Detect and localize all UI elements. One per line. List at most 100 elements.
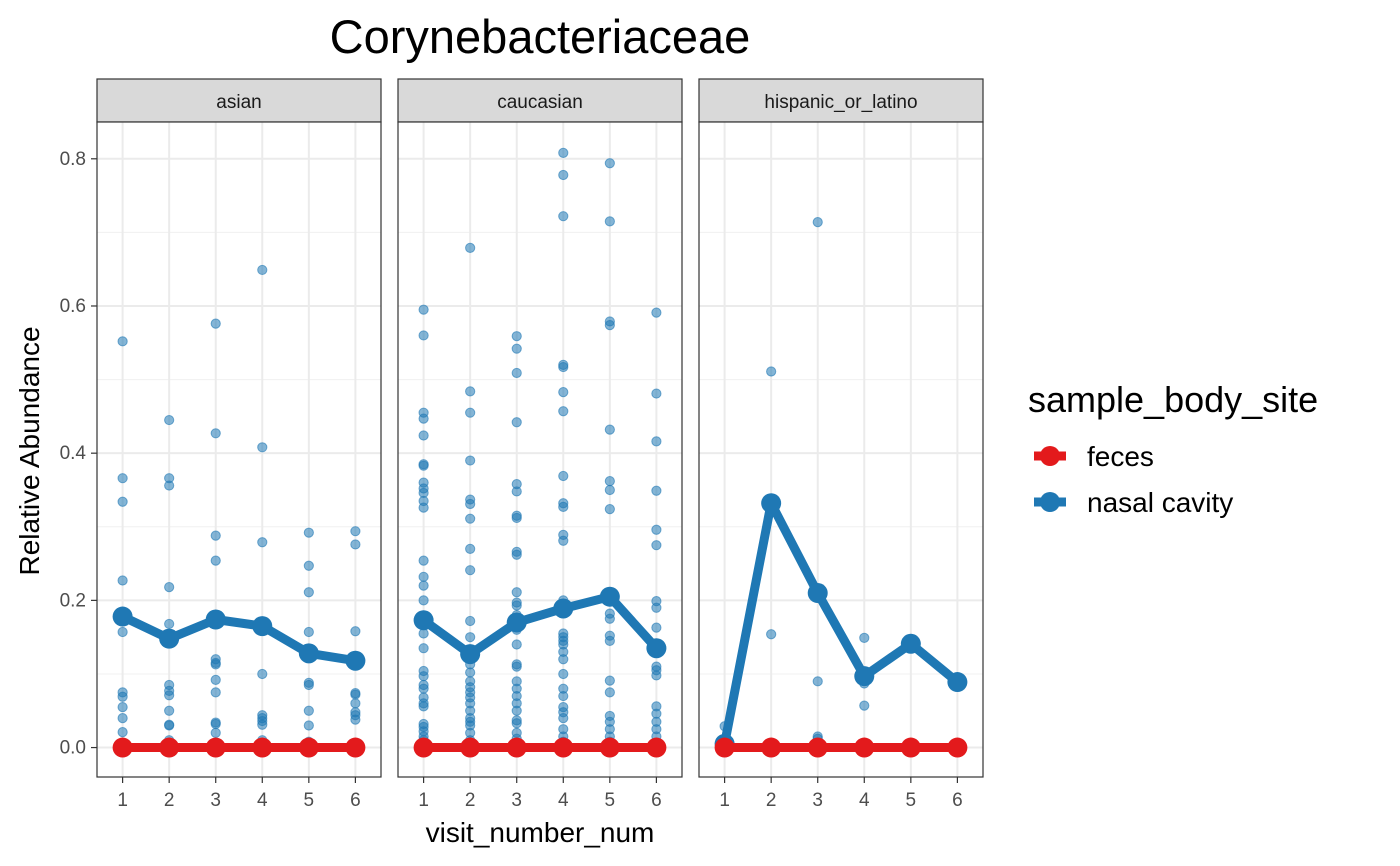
- x-tick-label: 1: [117, 790, 128, 811]
- data-point: [651, 436, 662, 447]
- series-marker-feces: [854, 737, 875, 758]
- data-point: [604, 675, 615, 686]
- series-marker-nasal-cavity: [159, 628, 180, 649]
- data-point: [418, 580, 429, 591]
- data-point: [604, 158, 615, 169]
- series-marker-feces: [159, 737, 180, 758]
- data-point: [651, 602, 662, 613]
- data-point: [210, 555, 221, 566]
- data-point: [418, 413, 429, 424]
- series-marker-feces: [807, 737, 828, 758]
- data-point: [418, 683, 429, 694]
- data-point: [465, 632, 476, 643]
- data-point: [164, 720, 175, 731]
- x-tick-label: 3: [812, 790, 823, 811]
- x-tick-label: 6: [350, 790, 361, 811]
- data-point: [418, 304, 429, 315]
- data-point: [164, 690, 175, 701]
- data-point: [418, 502, 429, 513]
- data-point: [511, 343, 522, 354]
- data-point: [604, 504, 615, 515]
- x-tick-label: 2: [766, 790, 777, 811]
- series-marker-feces: [205, 737, 226, 758]
- data-point: [511, 549, 522, 560]
- series-marker-feces: [553, 737, 574, 758]
- data-point: [465, 513, 476, 524]
- data-point: [511, 718, 522, 729]
- data-point: [210, 428, 221, 439]
- data-point: [558, 535, 569, 546]
- data-point: [511, 587, 522, 598]
- data-point: [651, 540, 662, 551]
- data-point: [164, 705, 175, 716]
- data-point: [117, 575, 128, 586]
- series-marker-feces: [345, 737, 366, 758]
- data-point: [651, 670, 662, 681]
- data-point: [418, 571, 429, 582]
- panel-border: [96, 121, 382, 778]
- data-point: [418, 671, 429, 682]
- data-point: [511, 600, 522, 611]
- data-point: [418, 555, 429, 566]
- data-point: [651, 388, 662, 399]
- data-point: [558, 169, 569, 181]
- data-point: [558, 406, 569, 417]
- data-point: [511, 417, 522, 428]
- x-tick-label: 4: [558, 790, 569, 811]
- data-point: [350, 526, 361, 537]
- data-point: [859, 632, 870, 644]
- facet-label: hispanic_or_latino: [764, 92, 917, 113]
- x-tick-label: 1: [418, 790, 429, 811]
- data-point: [117, 701, 128, 713]
- data-point: [511, 512, 522, 524]
- data-point: [604, 635, 615, 646]
- data-point: [604, 424, 615, 435]
- data-point: [651, 307, 662, 318]
- data-point: [350, 626, 361, 637]
- data-point: [210, 687, 221, 698]
- data-point: [511, 639, 522, 650]
- data-point: [418, 430, 429, 441]
- data-point: [303, 705, 314, 716]
- data-point: [418, 460, 429, 471]
- y-tick-label: 0.6: [60, 296, 86, 317]
- data-point: [257, 442, 268, 453]
- legend-label-nasal-cavity: nasal cavity: [1087, 487, 1233, 518]
- data-point: [604, 476, 615, 487]
- series-marker-feces: [900, 737, 921, 758]
- data-point: [558, 211, 569, 222]
- data-point: [465, 667, 476, 678]
- data-point: [558, 501, 569, 513]
- data-point: [418, 643, 429, 654]
- data-point: [604, 320, 615, 331]
- data-point: [164, 618, 175, 630]
- data-point: [210, 727, 221, 738]
- data-point: [210, 318, 221, 329]
- series-marker-nasal-cavity: [947, 672, 968, 693]
- data-point: [465, 615, 476, 627]
- data-point: [210, 659, 221, 670]
- series-marker-nasal-cavity: [205, 609, 226, 630]
- data-point: [350, 539, 361, 550]
- data-point: [303, 720, 314, 731]
- data-point: [465, 407, 476, 418]
- series-marker-feces: [460, 737, 481, 758]
- data-point: [766, 629, 777, 640]
- facet-label: caucasian: [497, 92, 583, 113]
- data-point: [558, 470, 569, 482]
- data-point: [303, 587, 314, 598]
- series-marker-feces: [714, 737, 735, 758]
- data-point: [350, 714, 361, 725]
- data-point: [511, 331, 522, 342]
- x-tick-label: 3: [210, 790, 221, 811]
- y-tick-label: 0.0: [60, 738, 86, 759]
- y-axis-label: Relative Abundance: [14, 326, 45, 575]
- data-point: [257, 264, 268, 276]
- panel-border: [397, 121, 683, 778]
- data-point: [604, 484, 615, 496]
- data-point: [465, 455, 476, 466]
- series-marker-feces: [298, 737, 319, 758]
- series-marker-nasal-cavity: [345, 650, 366, 671]
- data-point: [303, 560, 314, 571]
